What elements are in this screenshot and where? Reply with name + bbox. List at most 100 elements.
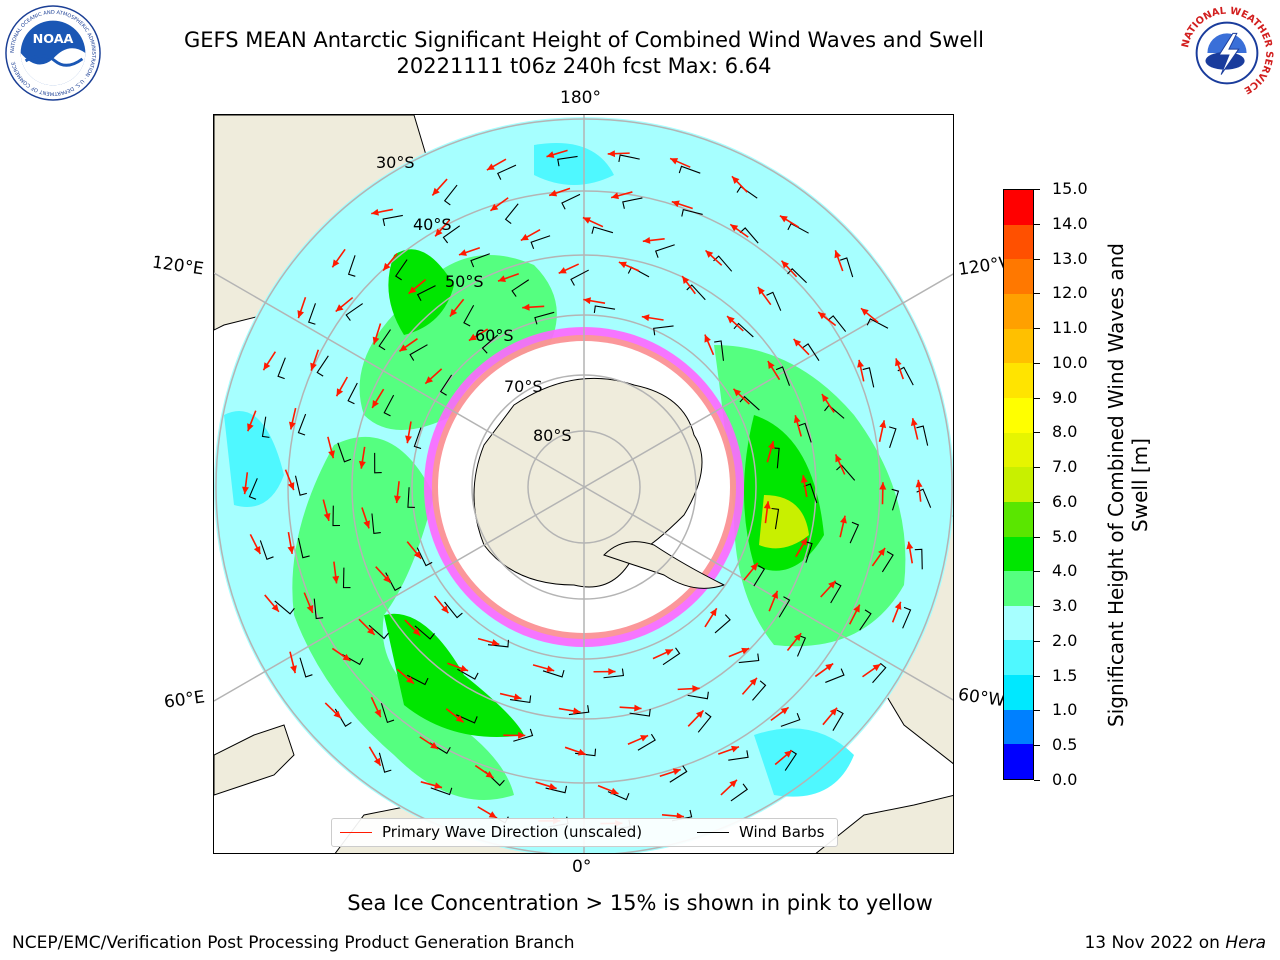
wind-barb bbox=[866, 318, 889, 329]
wind-barb bbox=[796, 634, 807, 657]
wave-arrow-head bbox=[548, 783, 557, 790]
wave-arrow-head bbox=[413, 550, 422, 559]
wind-barb bbox=[603, 668, 625, 679]
wave-arrow-head bbox=[692, 685, 700, 693]
wind-barb bbox=[629, 709, 651, 717]
wind-barb bbox=[654, 244, 675, 258]
wave-arrow-head bbox=[608, 668, 616, 676]
wind-barb-legend-label: Wind Barbs bbox=[739, 823, 825, 841]
colorbar-tick-label: 2.0 bbox=[1052, 630, 1078, 650]
wind-barb bbox=[332, 505, 340, 527]
map-subtitle: 20221111 t06z 240h fcst Max: 6.64 bbox=[396, 54, 772, 78]
wave-arrow-head bbox=[371, 208, 379, 216]
wave-arrow-head bbox=[332, 259, 340, 268]
wave-arrow-head bbox=[829, 707, 838, 716]
wave-arrow-head bbox=[793, 633, 802, 642]
wave-arrow-head bbox=[271, 604, 279, 612]
wind-barb bbox=[687, 691, 709, 700]
wave-arrow-head bbox=[906, 541, 914, 550]
wave-arrow-head bbox=[583, 297, 592, 305]
colorbar-segment-0 bbox=[1004, 744, 1033, 779]
wave-arrow-head bbox=[793, 338, 802, 347]
wave-arrow-head bbox=[522, 303, 530, 311]
wind-barb bbox=[803, 483, 818, 504]
wave-arrow-head bbox=[405, 435, 412, 444]
wave-arrow-head bbox=[741, 647, 750, 655]
wind-barb bbox=[347, 255, 356, 277]
wind-barb bbox=[261, 416, 270, 438]
date-prefix: 13 Nov 2022 on bbox=[1084, 933, 1226, 953]
wave-arrow-head bbox=[672, 768, 681, 776]
colorbar-tick-label: 3.0 bbox=[1052, 596, 1078, 616]
wave-arrow-head bbox=[488, 811, 497, 818]
wave-arrow-head bbox=[879, 420, 887, 429]
wave-arrow-head bbox=[373, 757, 381, 766]
wave-arrow-head bbox=[682, 276, 690, 284]
wind-barb bbox=[752, 680, 767, 701]
wind-barb bbox=[374, 452, 382, 474]
wave-arrow-head bbox=[910, 418, 918, 426]
wind-barb bbox=[439, 374, 453, 396]
wave-arrow-head bbox=[634, 704, 642, 712]
wave-arrow-head bbox=[549, 189, 558, 197]
wave-arrow-head bbox=[729, 779, 737, 788]
wind-barb bbox=[771, 507, 780, 530]
wind-barb bbox=[653, 325, 674, 336]
wave-arrow-head bbox=[800, 475, 808, 483]
wind-barb bbox=[534, 311, 555, 325]
colorbar-tick-label: 11.0 bbox=[1052, 318, 1088, 338]
wave-arrow-head bbox=[731, 176, 740, 184]
wave-arrow-head bbox=[582, 217, 591, 224]
lon-label-top: 180° bbox=[560, 88, 601, 108]
colorbar-tick-mark bbox=[1034, 328, 1040, 330]
colorbar-tick-mark bbox=[1034, 710, 1040, 712]
primary-wave-direction-arrows bbox=[242, 149, 923, 827]
wave-arrow-head bbox=[835, 454, 842, 463]
colorbar-segment-6 bbox=[1004, 536, 1033, 572]
wave-arrow-head bbox=[310, 362, 317, 371]
wind-barb bbox=[798, 422, 812, 443]
colorbar-segment-8 bbox=[1004, 467, 1033, 502]
wind-barb bbox=[414, 625, 435, 640]
wave-arrow-head bbox=[408, 286, 417, 294]
wind-barb bbox=[368, 624, 389, 640]
colorbar-segment-1 bbox=[1004, 709, 1033, 745]
wave-arrow-head bbox=[771, 590, 778, 599]
wave-arrow-head bbox=[336, 388, 344, 397]
wind-barb bbox=[733, 322, 754, 338]
wave-arrow-head bbox=[840, 515, 847, 524]
wind-barb bbox=[607, 791, 630, 801]
wind-barb bbox=[316, 355, 329, 377]
wind-barb bbox=[444, 601, 463, 619]
wave-arrow-head bbox=[558, 267, 567, 274]
wave-arrow-head bbox=[399, 344, 408, 352]
wave-arrow-head bbox=[671, 200, 680, 208]
wave-arrow-head bbox=[287, 482, 295, 491]
colorbar-tick-mark bbox=[1034, 432, 1040, 434]
wave-direction-legend-label: Primary Wave Direction (unscaled) bbox=[382, 823, 643, 841]
colorbar-tick-mark bbox=[1034, 467, 1040, 469]
wind-barb bbox=[593, 305, 616, 314]
sea-ice-caption: Sea Ice Concentration > 15% is shown in … bbox=[347, 891, 933, 915]
wind-barb bbox=[739, 395, 760, 411]
wind-barb bbox=[513, 728, 534, 742]
wind-barb bbox=[407, 487, 415, 508]
wave-arrow-head bbox=[434, 782, 443, 790]
wind-barb bbox=[274, 600, 295, 615]
wave-arrow-head bbox=[780, 707, 789, 715]
colorbar-segment-15 bbox=[1004, 224, 1033, 260]
wave-arrow-head bbox=[335, 304, 344, 312]
wave-arrow-head bbox=[288, 421, 296, 430]
wind-barb bbox=[780, 712, 801, 727]
colorbar-tick-label: 4.0 bbox=[1052, 561, 1078, 581]
wind-barb bbox=[881, 551, 894, 573]
wave-arrow-head bbox=[372, 336, 380, 345]
wind-barb bbox=[849, 521, 860, 544]
wave-arrow-head bbox=[915, 479, 923, 488]
wind-barb bbox=[545, 785, 568, 794]
wave-arrow-head bbox=[800, 537, 808, 546]
wave-arrow-head bbox=[768, 441, 775, 449]
wave-arrow-head bbox=[611, 192, 619, 200]
wind-barb bbox=[345, 303, 363, 321]
wave-arrow-head bbox=[879, 482, 887, 490]
